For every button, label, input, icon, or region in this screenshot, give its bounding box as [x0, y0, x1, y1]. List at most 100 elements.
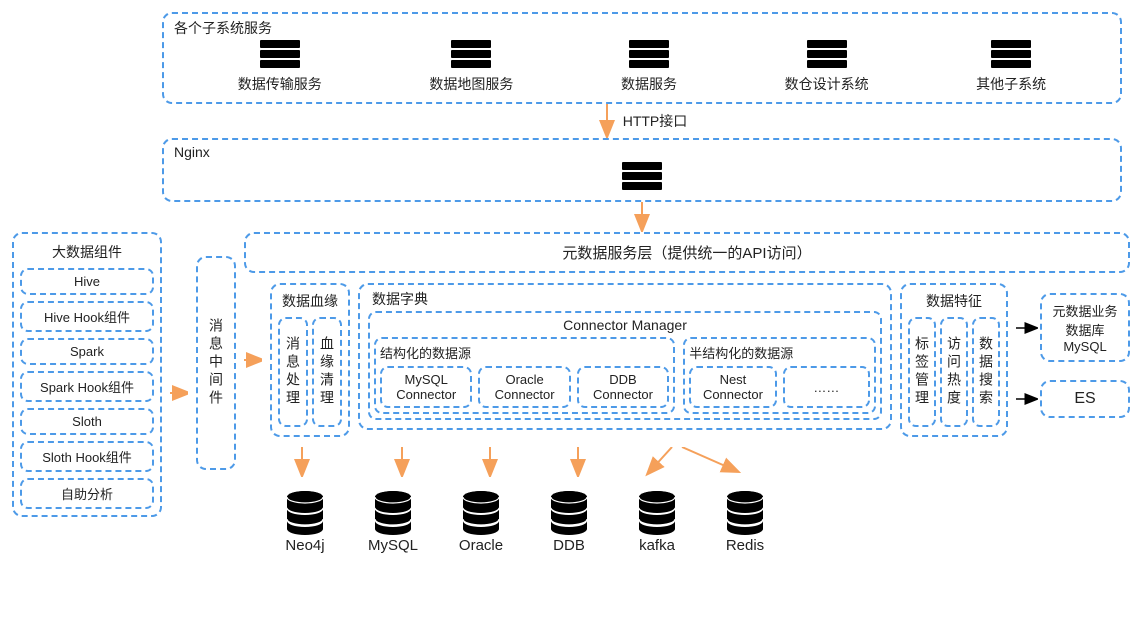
server-icon	[991, 40, 1031, 70]
subsystem-label: 数据服务	[621, 74, 677, 94]
database-icon	[725, 491, 765, 535]
subsystems-row: 数据传输服务 数据地图服务 数据服务 数仓设计系统 其他子系统	[164, 14, 1120, 102]
db-label: Redis	[726, 537, 764, 554]
connector-manager: Connector Manager 结构化的数据源 MySQL Connecto…	[368, 311, 882, 420]
feature-col-1: 访问热度	[940, 317, 968, 427]
db-label: Neo4j	[285, 537, 324, 554]
http-label: HTTP接口	[623, 111, 688, 131]
bigdata-item: Hive	[20, 268, 154, 295]
mq-box: 消息中间件	[196, 256, 236, 470]
subsystem-item: 数据地图服务	[429, 40, 513, 94]
connector-item: DDB Connector	[577, 366, 669, 408]
db-label: MySQL	[368, 537, 418, 554]
subsystem-item: 数据服务	[621, 40, 677, 94]
db-item: Redis	[714, 491, 776, 554]
db-item: MySQL	[362, 491, 424, 554]
subsystem-label: 数据传输服务	[238, 74, 322, 94]
feature-title: 数据特征	[908, 289, 1000, 313]
feature-col-1-label: 访问热度	[944, 336, 964, 408]
bigdata-item: Sloth Hook组件	[20, 441, 154, 472]
arrow-nginx-meta	[162, 202, 1122, 232]
feature-col-2: 数据搜索	[972, 317, 1000, 427]
db-row: Neo4j MySQL Oracle DDB kafka Redis	[234, 491, 1130, 554]
es-box: ES	[1040, 380, 1130, 418]
meta-layer-box: 元数据服务层（提供统一的API访问）	[244, 232, 1130, 273]
nginx-box: Nginx	[162, 138, 1122, 202]
bizdb-l3: MySQL	[1052, 339, 1118, 354]
subsystem-item: 数仓设计系统	[785, 40, 869, 94]
bigdata-list: Hive Hive Hook组件 Spark Spark Hook组件 Sloth Slo…	[20, 268, 154, 509]
subsystem-label: 数据地图服务	[429, 74, 513, 94]
bizdb-box: 元数据业务 数据库 MySQL	[1040, 293, 1130, 362]
detail-row: 数据血缘 消息处理 血缘清理 数据字典 Connector Manager 结构…	[244, 283, 1130, 437]
db-label: DDB	[553, 537, 585, 554]
dict-title: 数据字典	[368, 289, 882, 309]
feature-col-0-label: 标签管理	[912, 336, 932, 408]
meta-layer-title: 元数据服务层（提供统一的API访问）	[246, 240, 1128, 265]
lineage-box: 数据血缘 消息处理 血缘清理	[270, 283, 350, 437]
lineage-col-1-label: 血缘清理	[317, 336, 337, 408]
feature-col-0: 标签管理	[908, 317, 936, 427]
semi-title: 半结构化的数据源	[689, 343, 870, 362]
lineage-col-0-label: 消息处理	[283, 336, 303, 408]
structured-title: 结构化的数据源	[380, 343, 669, 362]
bigdata-item: Spark	[20, 338, 154, 365]
bigdata-item: Spark Hook组件	[20, 371, 154, 402]
database-icon	[461, 491, 501, 535]
db-item: kafka	[626, 491, 688, 554]
feature-box: 数据特征 标签管理 访问热度 数据搜索	[900, 283, 1008, 437]
lineage-title: 数据血缘	[278, 289, 342, 313]
arrows-to-dbs	[272, 447, 832, 477]
nginx-title: Nginx	[174, 144, 210, 160]
subsystem-item: 其他子系统	[976, 40, 1046, 94]
bigdata-item: Sloth	[20, 408, 154, 435]
main-row: 大数据组件 Hive Hive Hook组件 Spark Spark Hook组件 Sl…	[12, 232, 1130, 554]
db-item: Neo4j	[274, 491, 336, 554]
bigdata-title: 大数据组件	[20, 240, 154, 264]
db-label: Oracle	[459, 537, 503, 554]
connector-manager-label: Connector Manager	[374, 317, 876, 333]
structured-box: 结构化的数据源 MySQL ConnectorOracle ConnectorD…	[374, 337, 675, 414]
right-col: 元数据服务层（提供统一的API访问） 数据血缘 消息处理 血缘清理 数据字典 C…	[244, 232, 1130, 554]
mq-title: 消息中间件	[206, 318, 226, 408]
database-icon	[549, 491, 589, 535]
bizdb-l2: 数据库	[1052, 320, 1118, 339]
subsystem-label: 其他子系统	[976, 74, 1046, 94]
bizdb-l1: 元数据业务	[1052, 301, 1118, 320]
server-icon	[807, 40, 847, 70]
semi-ellipsis-label: ……	[813, 380, 839, 395]
server-icon	[622, 162, 662, 192]
arrow-feature-es	[1016, 392, 1038, 406]
dict-box: 数据字典 Connector Manager 结构化的数据源 MySQL Con…	[358, 283, 892, 430]
arrow-bigdata-mq	[170, 283, 188, 503]
lineage-col-1: 血缘清理	[312, 317, 342, 427]
connector-item: MySQL Connector	[380, 366, 472, 408]
server-icon	[260, 40, 300, 70]
arrow-http: HTTP接口	[162, 104, 1122, 138]
server-icon	[629, 40, 669, 70]
structured-list: MySQL ConnectorOracle ConnectorDDB Conne…	[380, 366, 669, 408]
db-label: kafka	[639, 537, 675, 554]
subsystem-item: 数据传输服务	[238, 40, 322, 94]
semi-ellipsis: ……	[783, 366, 870, 408]
bigdata-item: Hive Hook组件	[20, 301, 154, 332]
bigdata-item: 自助分析	[20, 478, 154, 509]
lineage-col-0: 消息处理	[278, 317, 308, 427]
es-label: ES	[1074, 390, 1095, 407]
subsystems-title: 各个子系统服务	[174, 18, 272, 38]
database-icon	[285, 491, 325, 535]
db-item: DDB	[538, 491, 600, 554]
arrow-feature-bizdb	[1016, 321, 1038, 335]
semi-box: 半结构化的数据源 Nest Connector ……	[683, 337, 876, 414]
subsystems-box: 各个子系统服务 数据传输服务 数据地图服务 数据服务 数仓设计系统 其他子系统	[162, 12, 1122, 104]
database-icon	[637, 491, 677, 535]
db-item: Oracle	[450, 491, 512, 554]
feature-col-2-label: 数据搜索	[976, 336, 996, 408]
semi-item-0-label: Nest Connector	[703, 372, 763, 402]
server-icon	[451, 40, 491, 70]
semi-item-0: Nest Connector	[689, 366, 776, 408]
subsystem-label: 数仓设计系统	[785, 74, 869, 94]
database-icon	[373, 491, 413, 535]
connector-item: Oracle Connector	[478, 366, 570, 408]
arrow-mq-lineage	[244, 285, 262, 435]
